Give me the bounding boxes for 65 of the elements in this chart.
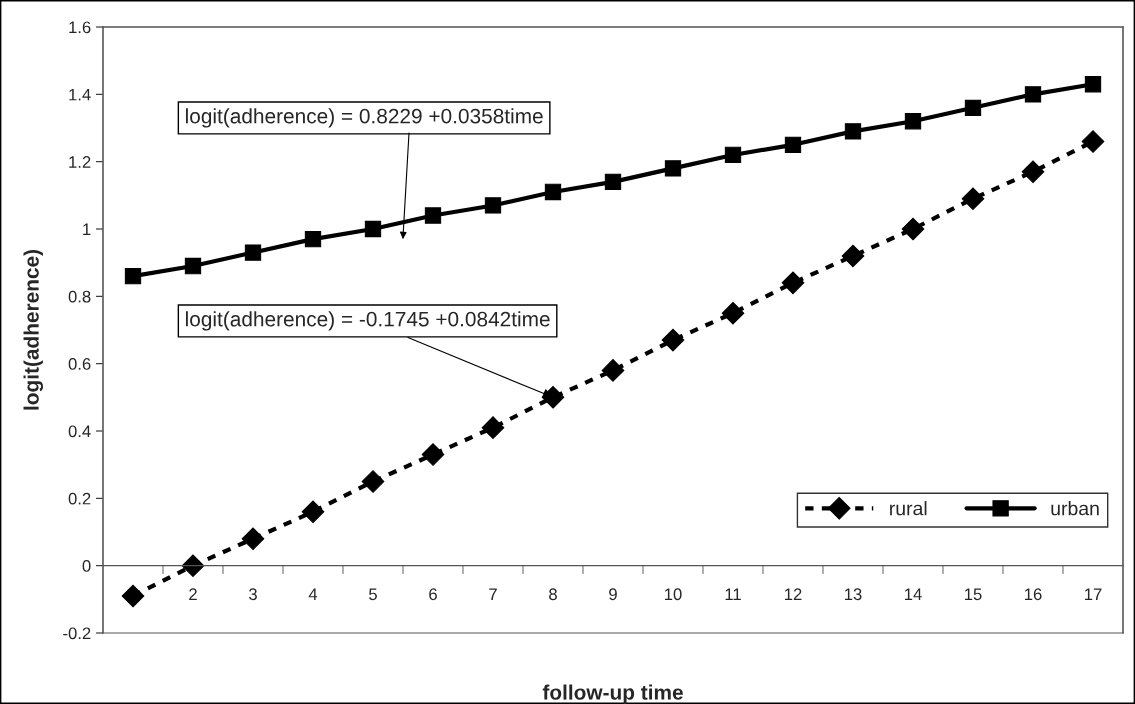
point — [1084, 76, 1102, 93]
y-tick-label: 1.4 — [69, 88, 91, 101]
x-tick-label: 15 — [965, 588, 982, 601]
x-tick-label: 4 — [308, 588, 318, 600]
y-tick-label: 0.4 — [68, 425, 91, 438]
x-tick-label: 6 — [429, 588, 437, 601]
y-tick-label: 1 — [83, 223, 91, 236]
x-tick-label: 14 — [905, 588, 922, 600]
point — [1081, 130, 1105, 153]
point — [784, 136, 802, 153]
point — [724, 146, 742, 164]
point — [781, 271, 805, 295]
point — [124, 267, 142, 285]
x-tick-label: 10 — [665, 588, 682, 601]
point — [424, 207, 442, 224]
y-tick-label: 1.6 — [69, 21, 91, 34]
point — [484, 197, 502, 214]
point — [1024, 86, 1042, 103]
y-tick-label: 0.2 — [68, 492, 91, 505]
point — [361, 470, 385, 493]
y-tick-label: 0.8 — [68, 290, 91, 303]
point — [904, 113, 922, 130]
x-tick-label: 13 — [845, 588, 862, 601]
annotation: logit(adherence) = 0.8229 +0.0358time — [186, 108, 543, 128]
x-tick-label: 2 — [189, 588, 197, 600]
point — [661, 328, 685, 352]
legend-label: urban — [1051, 501, 1099, 516]
x-tick-label: 17 — [1085, 588, 1102, 600]
point — [421, 443, 445, 466]
point — [1021, 160, 1045, 184]
point — [964, 99, 982, 116]
point — [184, 257, 202, 275]
point — [121, 584, 145, 608]
point — [841, 244, 865, 268]
point — [364, 220, 382, 238]
x-axis-title: follow-up time — [542, 684, 683, 704]
point — [244, 244, 262, 261]
point — [481, 416, 505, 439]
x-tick-label: 11 — [725, 588, 741, 600]
point — [601, 359, 625, 382]
y-tick-label: 0 — [82, 560, 91, 572]
x-tick-label: 16 — [1025, 588, 1042, 601]
y-tick-label: 0.6 — [68, 358, 91, 370]
x-tick-label: 7 — [489, 588, 497, 600]
point — [544, 183, 562, 201]
point — [901, 217, 925, 241]
point — [301, 500, 325, 524]
point — [961, 187, 985, 211]
x-tick-label: 3 — [249, 588, 257, 601]
x-tick-label: 5 — [369, 588, 377, 601]
point — [721, 301, 745, 325]
point — [604, 173, 622, 191]
y-axis-title: logit(adherence) — [23, 250, 44, 410]
y-tick-label: -0.2 — [63, 627, 91, 640]
x-tick-label: 12 — [785, 588, 802, 600]
y-tick-label: 1.2 — [69, 156, 91, 168]
legend-label: rural — [890, 501, 927, 516]
x-tick-label: 9 — [609, 588, 617, 601]
point — [844, 123, 862, 140]
annotation: logit(adherence) = -0.1745 +0.0842time — [186, 311, 550, 331]
point — [241, 527, 265, 551]
point — [181, 554, 205, 577]
point — [664, 160, 682, 177]
point — [304, 230, 322, 248]
x-tick-label: 8 — [549, 588, 557, 601]
